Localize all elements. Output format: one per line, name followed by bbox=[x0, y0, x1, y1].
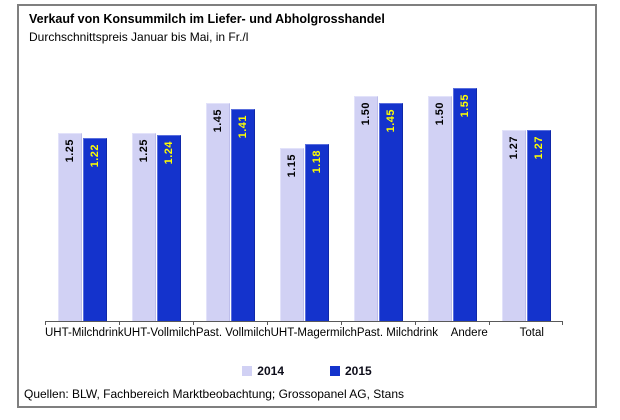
source-note: Quellen: BLW, Fachbereich Marktbeobachtu… bbox=[24, 387, 404, 401]
x-axis-label: UHT-Vollmilch bbox=[123, 327, 196, 339]
bar-2014-total: 1.27 bbox=[501, 130, 526, 321]
bar-value-label: 1.45 bbox=[384, 109, 397, 133]
legend-swatch-icon bbox=[330, 366, 340, 376]
bar-group-total: 1.27 1.27 bbox=[489, 58, 563, 321]
chart-frame: Verkauf von Konsummilch im Liefer- und A… bbox=[17, 4, 597, 408]
bar-value-label: 1.55 bbox=[458, 94, 471, 118]
axis-tick bbox=[45, 321, 46, 325]
legend: 2014 2015 bbox=[19, 364, 595, 378]
axis-tick bbox=[340, 321, 342, 325]
legend-label: 2014 bbox=[257, 364, 284, 378]
x-axis-label: Andere bbox=[450, 327, 488, 339]
bar-group-past-vollmilch: 1.45 1.41 bbox=[193, 58, 267, 321]
bar-value-label: 1.25 bbox=[63, 139, 76, 163]
x-axis-label: UHT-Milchdrink bbox=[45, 327, 124, 339]
bar-value-label: 1.45 bbox=[211, 109, 224, 133]
bar-2014-past-milchdrink: 1.50 bbox=[353, 95, 378, 321]
bar-2014-uht-magermilch: 1.15 bbox=[279, 148, 304, 321]
axis-tick bbox=[489, 321, 490, 325]
x-axis-label: Total bbox=[519, 327, 544, 339]
bar-group-past-milchdrink: 1.50 1.45 bbox=[341, 58, 415, 321]
bar-2015-past-milchdrink: 1.45 bbox=[378, 103, 403, 321]
bar-value-label: 1.24 bbox=[162, 140, 175, 165]
axis-tick bbox=[118, 321, 120, 325]
x-axis-label: UHT-Magermilch bbox=[270, 327, 357, 339]
bar-value-label: 1.50 bbox=[433, 101, 446, 125]
bar-2015-uht-vollmilch: 1.24 bbox=[156, 134, 181, 321]
axis-tick bbox=[192, 321, 194, 325]
bar-2014-andere: 1.50 bbox=[427, 95, 452, 321]
bar-2014-uht-vollmilch: 1.25 bbox=[131, 133, 156, 321]
chart-subtitle: Durchschnittspreis Januar bis Mai, in Fr… bbox=[29, 30, 249, 44]
x-axis-label: Past. Milchdrink bbox=[356, 327, 439, 339]
bar-value-label: 1.50 bbox=[359, 101, 372, 125]
bar-2015-uht-milchdrink: 1.22 bbox=[82, 137, 107, 321]
axis-tick bbox=[267, 321, 268, 325]
bar-value-label: 1.25 bbox=[137, 139, 150, 163]
bar-2015-uht-magermilch: 1.18 bbox=[304, 143, 329, 321]
legend-swatch-icon bbox=[242, 366, 253, 376]
legend-label: 2015 bbox=[345, 364, 372, 378]
bar-value-label: 1.15 bbox=[285, 154, 298, 178]
bar-2015-andere: 1.55 bbox=[452, 88, 477, 321]
bar-value-label: 1.41 bbox=[236, 115, 249, 139]
bar-group-andere: 1.50 1.55 bbox=[415, 58, 489, 321]
x-axis-ticks bbox=[45, 321, 563, 326]
bar-value-label: 1.27 bbox=[507, 136, 520, 160]
legend-item-2014: 2014 bbox=[242, 364, 284, 378]
bar-2015-total: 1.27 bbox=[526, 130, 551, 321]
x-axis-label: Past. Vollmilch bbox=[195, 327, 271, 339]
bar-value-label: 1.22 bbox=[88, 143, 101, 168]
bar-group-uht-milchdrink: 1.25 1.22 bbox=[45, 58, 119, 321]
x-axis-labels: UHT-Milchdrink UHT-Vollmilch Past. Vollmil… bbox=[45, 327, 563, 339]
bar-value-label: 1.27 bbox=[532, 136, 545, 160]
bar-2014-uht-milchdrink: 1.25 bbox=[57, 133, 82, 321]
bar-2014-past-vollmilch: 1.45 bbox=[205, 103, 230, 321]
axis-tick bbox=[562, 321, 563, 325]
legend-item-2015: 2015 bbox=[330, 364, 372, 378]
axis-tick bbox=[415, 321, 416, 325]
bar-value-label: 1.18 bbox=[310, 149, 323, 174]
chart-title: Verkauf von Konsummilch im Liefer- und A… bbox=[29, 12, 385, 26]
plot-area: 1.25 1.22 1.25 1.24 1.45 1.41 1.15 1.18 1.50 1.45… bbox=[45, 58, 563, 322]
bar-group-uht-vollmilch: 1.25 1.24 bbox=[119, 58, 193, 321]
bar-group-uht-magermilch: 1.15 1.18 bbox=[267, 58, 341, 321]
bar-2015-past-vollmilch: 1.41 bbox=[230, 109, 255, 321]
